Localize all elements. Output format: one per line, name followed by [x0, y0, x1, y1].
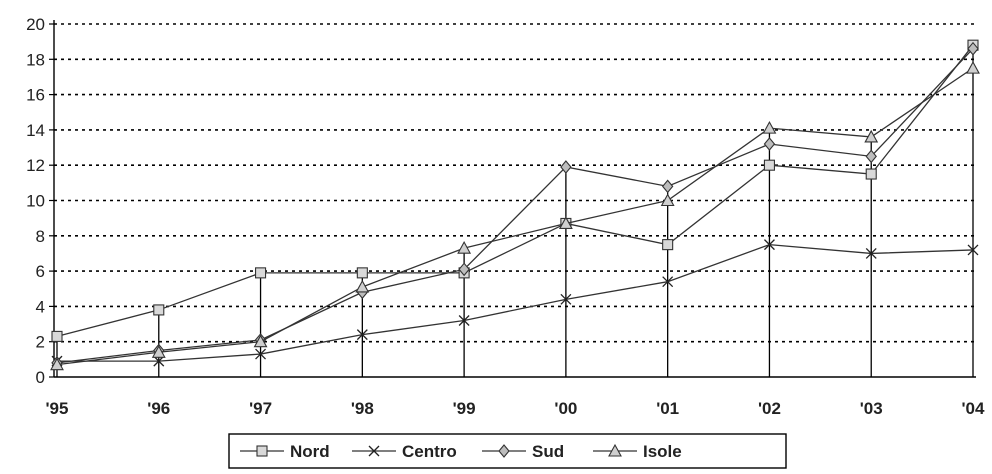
y-tick-label: 20	[26, 15, 45, 34]
series-nord	[51, 39, 979, 342]
legend-label-isole: Isole	[643, 442, 682, 461]
marker-square	[662, 239, 674, 251]
marker-diamond	[967, 41, 979, 56]
x-tick-label: '04	[962, 399, 985, 418]
marker-diamond	[763, 137, 776, 151]
marker-x	[356, 329, 368, 341]
x-tick-label: '99	[453, 399, 476, 418]
series-line-centro	[57, 243, 974, 362]
marker-x-stroke	[255, 348, 267, 360]
legend-label-nord: Nord	[290, 442, 330, 461]
marker-x	[662, 276, 674, 288]
x-tick-label: '98	[351, 399, 374, 418]
y-tick-label: 16	[26, 86, 45, 105]
marker-triangle	[558, 216, 573, 229]
x-axis-ticks: '95 '96 '97 '98 '99 '00 '01 '02 '03 '04	[46, 399, 985, 418]
x-tick-label: '00	[554, 399, 577, 418]
marker-x	[560, 293, 572, 305]
series-group	[50, 39, 980, 371]
marker-x-stroke	[967, 244, 979, 256]
x-tick-label: '02	[758, 399, 781, 418]
legend-item-isole: Isole	[593, 442, 682, 461]
y-tick-label: 12	[26, 156, 45, 175]
series-isole	[50, 60, 980, 371]
series-line-isole	[56, 67, 974, 366]
y-tick-label: 4	[36, 297, 45, 316]
marker-x-stroke	[368, 445, 380, 457]
x-tick-label: '97	[249, 399, 272, 418]
marker-triangle	[660, 193, 675, 207]
legend-label-sud: Sud	[532, 442, 564, 461]
series-line-sud	[56, 48, 974, 364]
marker-square	[256, 445, 268, 457]
y-tick-label: 8	[36, 227, 45, 246]
marker-diamond	[560, 160, 572, 174]
marker-x	[967, 244, 979, 256]
marker-square	[51, 330, 63, 342]
x-tick-label: '95	[46, 399, 69, 418]
marker-x	[865, 247, 877, 259]
gridlines	[54, 23, 976, 343]
marker-diamond	[865, 149, 877, 164]
marker-x	[255, 348, 267, 360]
legend-item-sud: Sud	[482, 442, 564, 461]
x-tick-label: '96	[147, 399, 170, 418]
marker-triangle	[253, 334, 268, 348]
marker-x-stroke	[662, 276, 674, 288]
marker-triangle	[457, 241, 472, 254]
marker-square	[153, 304, 165, 316]
marker-square	[255, 267, 267, 279]
y-tick-label: 10	[26, 192, 45, 211]
marker-x	[763, 239, 775, 251]
axes	[53, 20, 976, 378]
marker-triangle	[762, 120, 777, 134]
y-tick-label: 0	[36, 368, 45, 387]
marker-x	[458, 315, 470, 326]
y-tick-label: 2	[36, 333, 45, 352]
marker-triangle	[355, 279, 370, 293]
y-tick-label: 14	[26, 121, 45, 140]
legend-label-centro: Centro	[402, 442, 457, 461]
marker-x	[368, 445, 380, 457]
x-tick-label: '01	[656, 399, 679, 418]
series-sud	[51, 41, 979, 370]
marker-diamond	[498, 444, 510, 458]
marker-triangle	[151, 345, 166, 358]
marker-diamond	[458, 262, 470, 277]
marker-square	[865, 168, 877, 180]
marker-x-stroke	[865, 247, 877, 259]
drop-lines	[56, 45, 974, 377]
marker-x-stroke	[458, 315, 470, 326]
marker-triangle	[50, 357, 64, 371]
y-tick-label: 18	[26, 50, 45, 69]
marker-diamond	[661, 179, 674, 194]
legend-item-centro: Centro	[352, 442, 457, 461]
marker-square	[763, 159, 775, 171]
marker-x-stroke	[763, 239, 775, 251]
marker-triangle	[864, 129, 879, 143]
marker-triangle	[608, 443, 622, 457]
marker-x-stroke	[356, 329, 368, 341]
y-tick-label: 6	[36, 262, 45, 281]
x-tick-label: '03	[860, 399, 883, 418]
legend: Nord Centro Sud Isole	[228, 433, 787, 469]
legend-item-nord: Nord	[240, 442, 330, 461]
y-axis-ticks: 0 2 4 6 8 10 12 14 16 18 20	[26, 15, 54, 387]
marker-square	[356, 267, 368, 279]
marker-triangle	[966, 60, 980, 74]
marker-x-stroke	[560, 293, 572, 305]
series-line-nord	[56, 44, 974, 338]
